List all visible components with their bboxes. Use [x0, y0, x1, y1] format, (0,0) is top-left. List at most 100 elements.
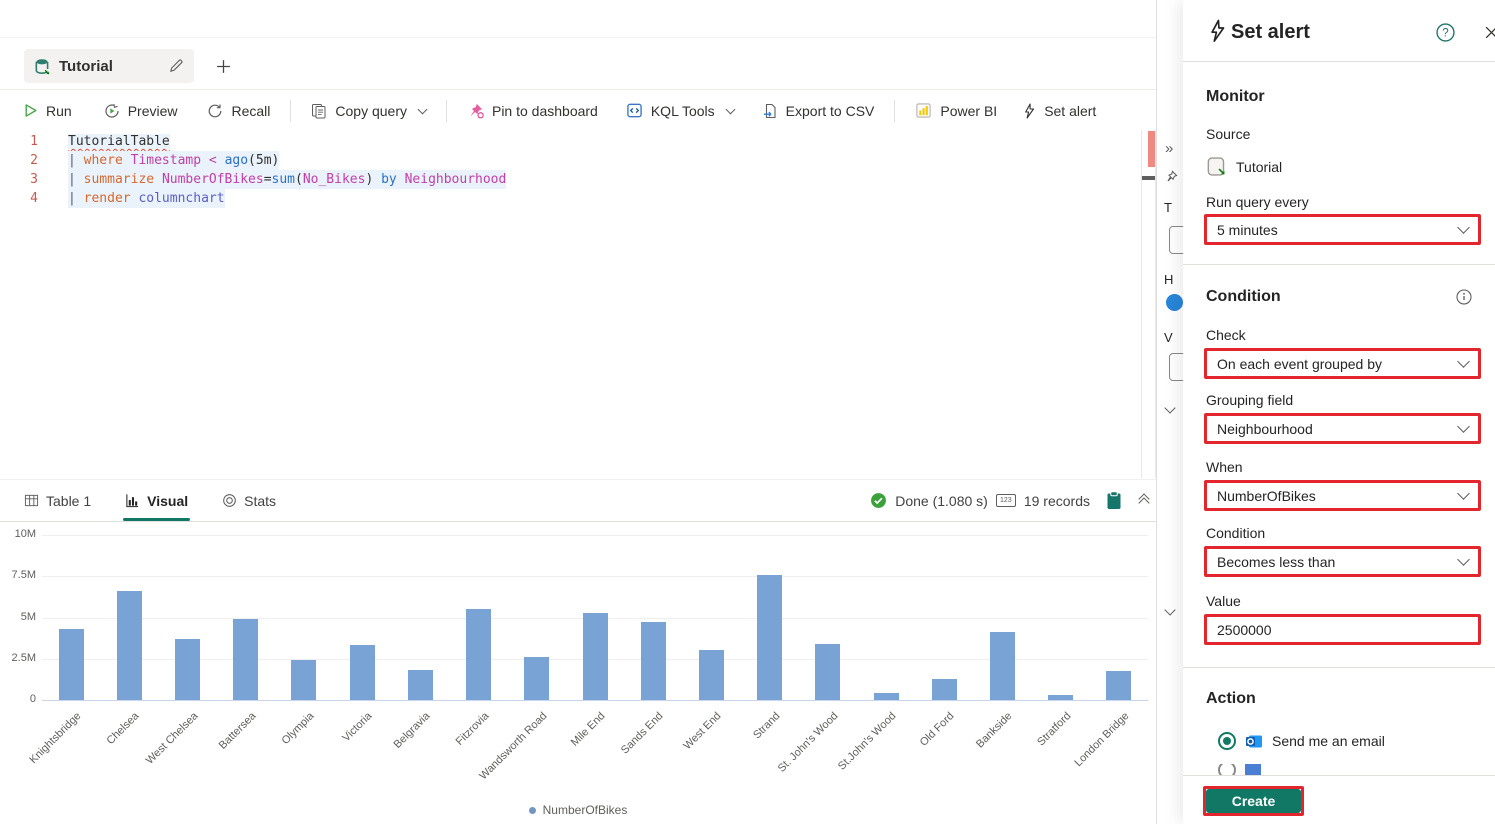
chart-bar-battersea — [233, 619, 259, 700]
second-action-option-clipped[interactable] — [1218, 764, 1261, 775]
code-line[interactable]: 3 | summarize NumberOfBikes=sum(No_Bikes)… — [0, 170, 1156, 189]
run-every-label: Run query every — [1206, 194, 1309, 210]
legend-series-label: NumberOfBikes — [542, 803, 628, 817]
top-bar — [0, 0, 1156, 38]
kql-tools-button[interactable]: KQL Tools — [626, 102, 736, 119]
tab-table-1[interactable]: Table 1 — [24, 480, 91, 521]
chart-bar-west-chelsea — [175, 639, 201, 700]
clipboard-icon[interactable] — [1106, 491, 1122, 510]
toolbar: Run Preview Recall Copy query Pin to da — [0, 91, 1156, 130]
truncated-label-t: T — [1164, 200, 1172, 215]
error-marker — [1148, 131, 1155, 167]
chevron-down-icon[interactable] — [1164, 604, 1176, 616]
grouping-field-label: Grouping field — [1206, 392, 1294, 408]
chart-bar-st-john-s-wood — [873, 693, 899, 700]
set-alert-button[interactable]: Set alert — [1023, 103, 1096, 119]
gridline — [42, 535, 1148, 536]
copy-query-button[interactable]: Copy query — [311, 103, 428, 119]
source-value: Tutorial — [1236, 158, 1283, 175]
send-email-option[interactable]: Send me an email — [1218, 732, 1385, 750]
set-alert-panel: Set alert ? Monitor Source Tutorial Run … — [1183, 0, 1495, 824]
chart-bar-mile-end — [582, 613, 608, 700]
chart-bar-sands-end — [640, 622, 666, 700]
number-badge-icon: 123 — [995, 494, 1016, 507]
code-line[interactable]: 2 | where Timestamp < ago(5m) — [0, 151, 1156, 170]
database-icon — [34, 58, 51, 75]
chevron-down-icon — [1457, 420, 1470, 433]
send-email-label: Send me an email — [1272, 733, 1385, 749]
source-row: Tutorial — [1206, 156, 1282, 177]
pin-to-dashboard-button[interactable]: Pin to dashboard — [467, 102, 598, 119]
recall-button[interactable]: Recall — [207, 103, 270, 119]
chart-bar-west-end — [698, 650, 724, 700]
collapse-results-icon[interactable] — [1138, 492, 1150, 509]
when-label: When — [1206, 459, 1243, 475]
create-button[interactable]: Create — [1206, 789, 1301, 813]
scrollbar-thumb[interactable] — [1142, 176, 1155, 180]
y-axis-tick: 7.5M — [11, 569, 36, 582]
run-button[interactable]: Run — [23, 103, 72, 119]
panel-header: Set alert ? — [1183, 0, 1495, 62]
tab-stats[interactable]: Stats — [222, 480, 276, 521]
chart-bar-st-john-s-wood — [815, 644, 841, 700]
export-arrow-icon — [762, 103, 778, 119]
app-icon — [1245, 764, 1261, 775]
check-dropdown[interactable]: On each event grouped by — [1204, 348, 1481, 379]
radio-unselected[interactable] — [1218, 764, 1236, 775]
pushpin-icon[interactable] — [1165, 170, 1178, 183]
radio-selected[interactable] — [1218, 732, 1236, 750]
chart-bar-strand — [757, 575, 783, 700]
when-dropdown[interactable]: NumberOfBikes — [1204, 480, 1481, 511]
tab-visual[interactable]: Visual — [123, 480, 191, 521]
check-circle-icon — [870, 492, 887, 509]
bar-chart-icon — [125, 493, 140, 508]
export-to-csv-button[interactable]: Export to CSV — [762, 103, 874, 119]
y-axis-tick: 10M — [14, 528, 36, 540]
chart-bar-chelsea — [116, 591, 142, 700]
add-tab-button[interactable] — [210, 53, 236, 79]
editor-scrollbar[interactable] — [1141, 130, 1156, 478]
code-line[interactable]: 4 | render columnchart — [0, 189, 1156, 208]
chart-bar-old-ford — [931, 679, 957, 700]
chevron-down-icon[interactable] — [1164, 402, 1176, 414]
help-circle-icon[interactable]: ? — [1436, 23, 1455, 42]
gridline — [42, 576, 1148, 578]
query-duration: Done (1.080 s) — [895, 492, 988, 509]
close-icon[interactable] — [1484, 25, 1495, 40]
y-axis-tick: 0 — [29, 693, 36, 705]
condition-heading: Condition — [1206, 288, 1281, 305]
create-button-highlight: Create — [1203, 786, 1304, 816]
expand-pane-icon[interactable]: » — [1165, 140, 1174, 157]
grouping-field-dropdown[interactable]: Neighbourhood — [1204, 413, 1481, 444]
check-label: Check — [1206, 327, 1246, 343]
legend-marker — [528, 806, 536, 814]
column-chart: NumberOfBikes 10M 7.5M 5M 2.5M 0 Knightsbridg… — [0, 522, 1156, 824]
chevron-down-icon — [1457, 487, 1470, 500]
svg-text:?: ? — [1442, 27, 1449, 40]
chevron-down-icon — [1457, 355, 1470, 368]
chart-bar-knightsbridge — [58, 629, 84, 700]
query-editor[interactable]: 1 TutorialTable 2 | where Timestamp < ago(5… — [0, 130, 1156, 478]
rename-tab-icon[interactable] — [168, 58, 184, 74]
query-tab-tutorial[interactable]: Tutorial — [24, 49, 194, 83]
truncated-label-v: V — [1164, 330, 1173, 345]
value-input[interactable]: 2500000 — [1204, 614, 1481, 645]
monitor-heading: Monitor — [1206, 88, 1265, 105]
chart-bar-wandsworth-road — [524, 657, 550, 700]
info-circle-icon[interactable] — [1456, 289, 1472, 305]
truncated-toggle[interactable] — [1166, 294, 1183, 311]
y-axis-tick: 2.5M — [11, 651, 36, 664]
chart-bar-london-bridge — [1106, 671, 1132, 700]
power-bi-button[interactable]: Power BI — [915, 102, 997, 119]
run-every-dropdown[interactable]: 5 minutes — [1204, 214, 1481, 245]
condition-operator-dropdown[interactable]: Becomes less than — [1204, 546, 1481, 577]
tab-title: Tutorial — [59, 57, 113, 75]
record-count: 19 records — [1023, 492, 1090, 509]
chart-legend: NumberOfBikes — [0, 803, 1156, 817]
panel-footer: Create — [1183, 775, 1495, 824]
visual-format-pane-edge: » T H V — [1156, 0, 1189, 824]
preview-button[interactable]: Preview — [104, 103, 177, 119]
value-label: Value — [1206, 593, 1241, 609]
code-line[interactable]: 1 TutorialTable — [0, 132, 1156, 151]
